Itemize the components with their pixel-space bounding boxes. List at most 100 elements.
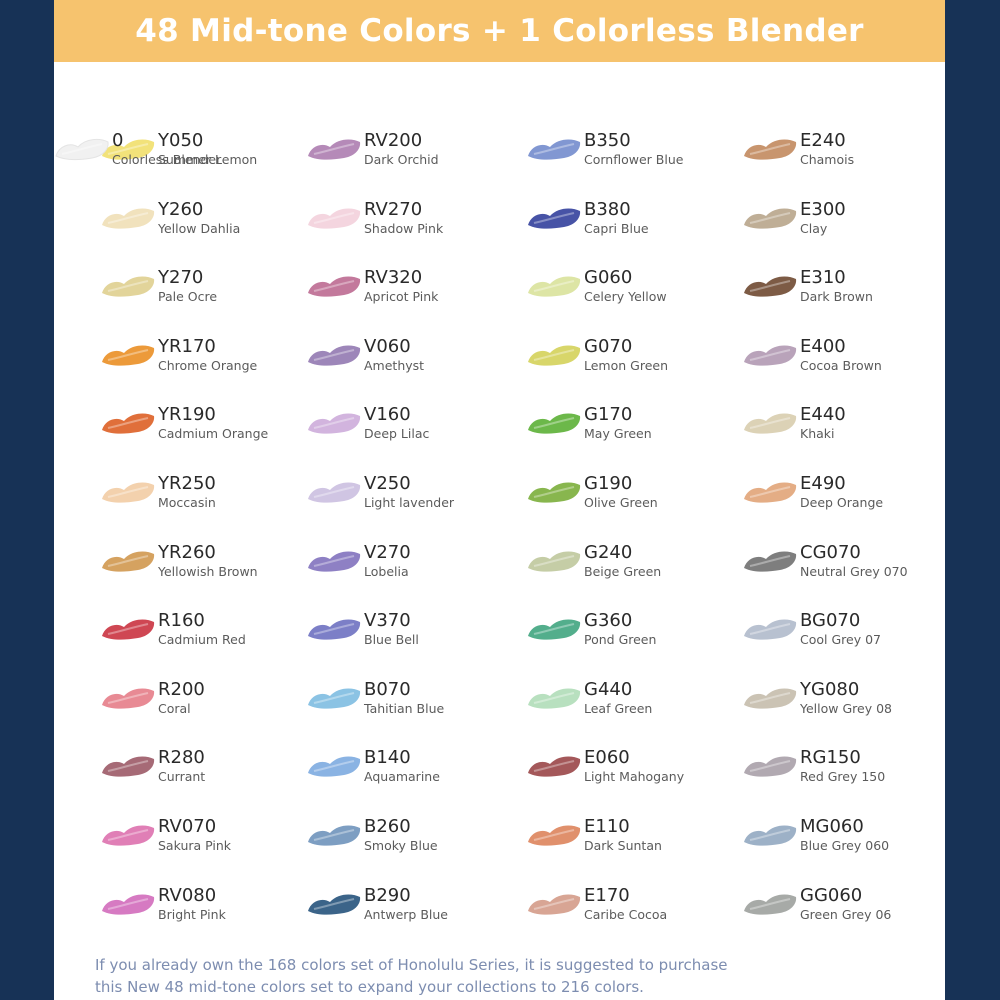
color-code: R200: [158, 678, 205, 700]
color-swatch-stroke: [100, 681, 156, 715]
color-code: E110: [584, 816, 630, 837]
color-code: R160: [158, 610, 205, 632]
color-name: Cadmium Red: [158, 632, 246, 648]
color-code: YR250: [158, 473, 216, 494]
color-code: YR260: [158, 541, 216, 563]
color-name: Leaf Green: [584, 700, 653, 716]
color-item: Y050 Summer Lemon: [100, 130, 257, 180]
color-name: Cocoa Brown: [800, 357, 882, 373]
color-name: Coral: [158, 700, 191, 716]
color-item: R160 Cadmium Red: [100, 610, 246, 660]
color-swatch-stroke: [306, 201, 362, 235]
color-swatch-stroke: [306, 887, 362, 921]
color-name: Moccasin: [158, 495, 216, 510]
color-labels: B380 Capri Blue: [584, 199, 649, 237]
color-name: Caribe Cocoa: [584, 906, 668, 922]
color-item: G060 Celery Yellow: [526, 267, 667, 317]
color-item: G070 Lemon Green: [526, 336, 668, 386]
color-item: Y270 Pale Ocre: [100, 267, 217, 317]
color-labels: G070 Lemon Green: [584, 336, 668, 374]
color-code: E400: [800, 335, 846, 357]
color-swatch-stroke: [526, 132, 582, 166]
color-code: E440: [800, 404, 846, 426]
color-item: E170 Caribe Cocoa: [526, 885, 667, 935]
color-code: RV270: [364, 198, 423, 220]
color-item: E060 Light Mahogany: [526, 747, 684, 797]
color-item: E490 Deep Orange: [742, 473, 883, 523]
color-name: Currant: [158, 769, 206, 785]
color-name: Deep Orange: [800, 495, 884, 510]
color-item: RG150 Red Grey 150: [742, 747, 885, 797]
color-swatch-stroke: [526, 612, 582, 646]
color-swatch-stroke: [100, 269, 156, 303]
page-title: 48 Mid-tone Colors + 1 Colorless Blender: [135, 13, 864, 49]
product-card: 48 Mid-tone Colors + 1 Colorless Blender…: [54, 0, 945, 1000]
color-labels: RG150 Red Grey 150: [800, 747, 885, 785]
color-swatch-stroke: [526, 681, 582, 715]
color-item: E240 Chamois: [742, 130, 854, 180]
color-name: Yellow Dahlia: [158, 220, 241, 236]
color-name: Green Grey 06: [800, 906, 892, 922]
color-swatch-stroke: [526, 887, 582, 921]
color-item: V060 Amethyst: [306, 336, 424, 386]
color-swatch-stroke: [526, 544, 582, 578]
color-code: BG070: [800, 610, 861, 632]
footer-line-1: If you already own the 168 colors set of…: [95, 956, 728, 974]
color-labels: G240 Beige Green: [584, 542, 661, 580]
color-name: Beige Green: [584, 563, 662, 579]
color-name: Blue Bell: [364, 632, 419, 648]
color-item: R280 Currant: [100, 747, 205, 797]
color-item: E400 Cocoa Brown: [742, 336, 882, 386]
color-name: Yellow Grey 08: [800, 700, 892, 716]
color-swatch-stroke: [100, 406, 156, 440]
color-name: Yellowish Brown: [158, 563, 258, 579]
color-labels: RV270 Shadow Pink: [364, 199, 443, 237]
color-item: E310 Dark Brown: [742, 267, 873, 317]
color-swatch-stroke: [526, 818, 582, 852]
color-labels: E490 Deep Orange: [800, 473, 883, 511]
color-item: YR190 Cadmium Orange: [100, 404, 268, 454]
color-swatch-stroke: [100, 475, 156, 509]
color-item: G190 Olive Green: [526, 473, 658, 523]
color-swatch-stroke: [742, 818, 798, 852]
color-name: Capri Blue: [584, 220, 649, 236]
color-item: E300 Clay: [742, 199, 846, 249]
color-item: G240 Beige Green: [526, 542, 661, 592]
color-code: V160: [364, 404, 411, 426]
color-swatch-stroke: [742, 544, 798, 578]
color-code: RV080: [158, 884, 217, 906]
color-labels: YR170 Chrome Orange: [158, 336, 257, 374]
color-labels: V270 Lobelia: [364, 542, 411, 580]
color-name: Bright Pink: [158, 906, 226, 922]
color-name: Tahitian Blue: [364, 700, 445, 716]
footer-line-2: this New 48 mid-tone colors set to expan…: [95, 978, 644, 996]
color-labels: E060 Light Mahogany: [584, 747, 684, 785]
color-code: 0: [112, 130, 124, 151]
color-swatch-stroke: [306, 818, 362, 852]
color-swatch-stroke: [306, 338, 362, 372]
color-labels: Y270 Pale Ocre: [158, 267, 217, 305]
color-item: YR260 Yellowish Brown: [100, 542, 258, 592]
color-name: Apricot Pink: [364, 289, 439, 305]
color-code: B290: [364, 884, 411, 906]
color-item: B140 Aquamarine: [306, 747, 440, 797]
color-name: Chrome Orange: [158, 357, 258, 373]
color-labels: YG080 Yellow Grey 08: [800, 679, 892, 717]
color-code: G170: [584, 404, 633, 426]
color-item: 0 Colorless Blender: [54, 130, 221, 180]
color-name: Amethyst: [364, 357, 425, 373]
color-name: Chamois: [800, 152, 855, 167]
color-swatch-stroke: [100, 201, 156, 235]
color-code: R280: [158, 747, 205, 769]
color-labels: G190 Olive Green: [584, 473, 658, 511]
color-labels: BG070 Cool Grey 07: [800, 610, 881, 648]
color-labels: G060 Celery Yellow: [584, 267, 667, 305]
color-code: G060: [584, 267, 633, 289]
color-item: V250 Light lavender: [306, 473, 454, 523]
color-swatch-stroke: [54, 132, 110, 166]
color-swatch-stroke: [306, 406, 362, 440]
color-swatch-stroke: [742, 132, 798, 166]
color-item: RV320 Apricot Pink: [306, 267, 438, 317]
color-code: V370: [364, 610, 411, 632]
color-labels: G440 Leaf Green: [584, 679, 652, 717]
